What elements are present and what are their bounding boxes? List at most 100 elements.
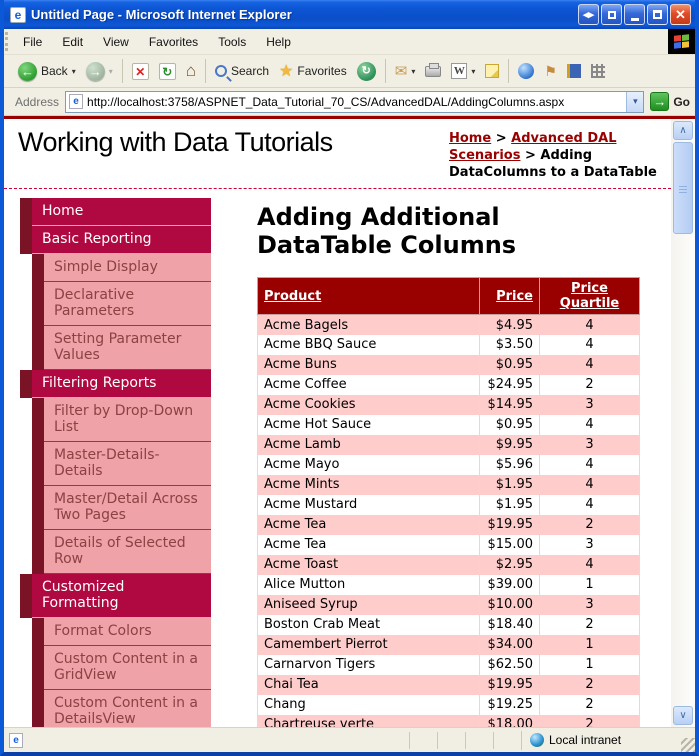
- toolbar-separator: [205, 59, 206, 83]
- stop-button[interactable]: ✕: [127, 61, 154, 82]
- page-title: Adding Additional DataTable Columns: [257, 202, 517, 260]
- favorites-button[interactable]: ★ Favorites: [274, 59, 352, 83]
- cell-price: $62.50: [479, 654, 540, 675]
- security-zone-label: Local intranet: [549, 733, 622, 747]
- column-header-product[interactable]: Product: [257, 277, 480, 316]
- page-top-rule: [4, 116, 695, 119]
- table-row: Acme Tea $15.00 3: [257, 534, 640, 555]
- sidebar-item-accent: [32, 253, 44, 282]
- sidebar-item[interactable]: Basic Reporting: [4, 225, 211, 254]
- column-header-price[interactable]: Price: [479, 277, 540, 316]
- menu-item[interactable]: Edit: [62, 34, 84, 49]
- cell-product: Chartreuse verte: [257, 714, 480, 727]
- menu-item[interactable]: Favorites: [148, 34, 199, 49]
- back-button[interactable]: ← Back ▾: [13, 60, 81, 83]
- sidebar-item[interactable]: Customized Formatting: [4, 573, 211, 618]
- windows-logo-throbber: [668, 29, 695, 54]
- sidebar-item-label: Basic Reporting: [32, 225, 211, 254]
- sidebar-item[interactable]: Filter by Drop-Down List: [4, 397, 211, 442]
- titlebar-extra-export-button[interactable]: [601, 4, 622, 25]
- history-button[interactable]: ↻: [352, 60, 381, 83]
- table-row: Acme Mustard $1.95 4: [257, 494, 640, 515]
- sidebar-item[interactable]: Master-Details-Details: [4, 441, 211, 486]
- sidebar-item[interactable]: Master/Detail Across Two Pages: [4, 485, 211, 530]
- breadcrumb-current: Adding DataColumns to a DataTable: [449, 147, 657, 180]
- vertical-scrollbar[interactable]: ∧ ∨: [671, 119, 695, 727]
- close-button[interactable]: ✕: [670, 4, 691, 25]
- cell-quartile: 4: [539, 354, 640, 375]
- menu-item[interactable]: View: [103, 34, 129, 49]
- edit-dropdown-icon[interactable]: ▾: [471, 66, 476, 76]
- sidebar-item-accent: [20, 369, 32, 398]
- table-row: Carnarvon Tigers $62.50 1: [257, 654, 640, 675]
- refresh-button[interactable]: ↻: [154, 61, 181, 82]
- back-label: Back: [41, 64, 68, 78]
- menu-item[interactable]: Tools: [218, 34, 247, 49]
- menu-item[interactable]: File: [23, 34, 43, 49]
- print-button[interactable]: [420, 62, 446, 79]
- cell-product: Alice Mutton: [257, 574, 480, 595]
- home-button[interactable]: ⌂: [181, 59, 201, 83]
- address-url[interactable]: http://localhost:3758/ASPNET_Data_Tutori…: [87, 94, 565, 109]
- menubar-grip[interactable]: [5, 32, 12, 51]
- column-header-price-quartile[interactable]: Price Quartile: [539, 277, 640, 316]
- page-header: Working with Data Tutorials Home > Advan…: [4, 119, 671, 189]
- breadcrumb-link-advanced-dal[interactable]: Advanced DAL Scenarios: [449, 131, 617, 163]
- sidebar-item[interactable]: Declarative Parameters: [4, 281, 211, 326]
- scroll-down-button[interactable]: ∨: [673, 706, 693, 725]
- sidebar-item-accent: [32, 617, 44, 646]
- back-dropdown-icon[interactable]: ▾: [71, 66, 76, 76]
- breadcrumb: Home > Advanced DAL Scenarios > Adding D…: [449, 127, 661, 182]
- address-field[interactable]: e http://localhost:3758/ASPNET_Data_Tuto…: [65, 90, 645, 113]
- sidebar-item-indent: [4, 530, 32, 574]
- addon-tool-button[interactable]: ⚑: [539, 61, 562, 82]
- cell-quartile: 1: [539, 654, 640, 675]
- status-segment: [437, 731, 465, 749]
- sidebar-item[interactable]: Simple Display: [4, 253, 211, 282]
- sidebar-item[interactable]: Custom Content in a GridView: [4, 645, 211, 690]
- sidebar-item-accent: [32, 441, 44, 486]
- scroll-up-button[interactable]: ∧: [673, 121, 693, 140]
- sidebar-item-indent: [4, 398, 32, 442]
- status-segment: [465, 731, 493, 749]
- breadcrumb-link-home[interactable]: Home: [449, 131, 492, 146]
- menu-item[interactable]: Help: [266, 34, 291, 49]
- edit-with-word-button[interactable]: W ▾: [446, 61, 480, 81]
- sidebar-item[interactable]: Home: [4, 197, 211, 226]
- sidebar-item-label: Home: [32, 197, 211, 226]
- cell-price: $0.95: [479, 354, 540, 375]
- sidebar-item[interactable]: Setting Parameter Values: [4, 325, 211, 370]
- grid-tool-button[interactable]: [586, 62, 610, 80]
- sidebar-item[interactable]: Filtering Reports: [4, 369, 211, 398]
- print-icon: [425, 62, 442, 77]
- research-button[interactable]: [562, 62, 586, 80]
- mail-button[interactable]: ✉ ▾: [390, 60, 421, 82]
- sidebar-item-indent: [4, 442, 32, 486]
- go-button[interactable]: → Go: [650, 92, 690, 111]
- mail-dropdown-icon[interactable]: ▾: [411, 66, 416, 76]
- mail-icon: ✉: [394, 63, 408, 80]
- scrollbar-thumb[interactable]: [673, 142, 693, 234]
- resize-grip[interactable]: [681, 738, 695, 752]
- sidebar-item[interactable]: Details of Selected Row: [4, 529, 211, 574]
- cell-product: Acme Bagels: [257, 314, 480, 335]
- sidebar-item-accent: [32, 485, 44, 530]
- search-button[interactable]: Search: [210, 62, 274, 80]
- sidebar-item[interactable]: Custom Content in a DetailsView: [4, 689, 211, 727]
- titlebar-extra-arrows-button[interactable]: ◂▸: [578, 4, 599, 25]
- messenger-icon: [518, 63, 535, 79]
- cell-price: $24.95: [479, 374, 540, 395]
- back-icon: ←: [18, 61, 37, 81]
- minimize-button[interactable]: [624, 4, 645, 25]
- sidebar-item-accent: [32, 645, 44, 690]
- cell-quartile: 4: [539, 494, 640, 515]
- forward-button[interactable]: → ▾: [81, 60, 118, 83]
- cell-quartile: 4: [539, 474, 640, 495]
- messenger-button[interactable]: [513, 61, 539, 81]
- cell-product: Boston Crab Meat: [257, 614, 480, 635]
- cell-quartile: 4: [539, 454, 640, 475]
- sidebar-item[interactable]: Format Colors: [4, 617, 211, 646]
- notes-button[interactable]: [480, 62, 504, 80]
- maximize-button[interactable]: [647, 4, 668, 25]
- address-dropdown-button[interactable]: ▾: [626, 91, 644, 112]
